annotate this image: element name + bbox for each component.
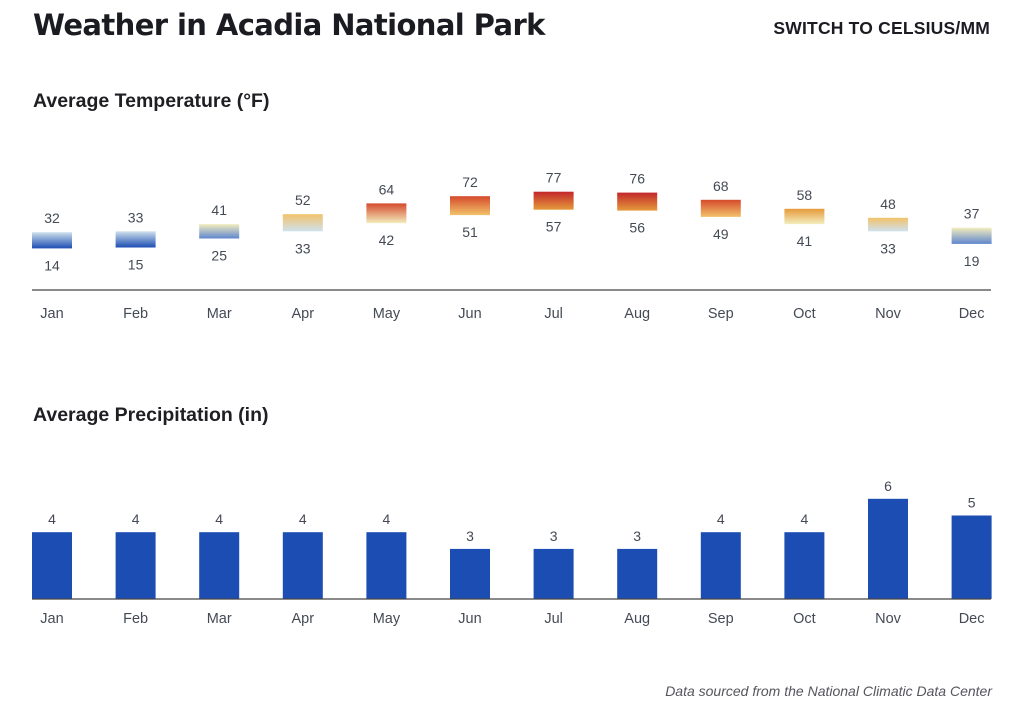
- precip-month-label: Oct: [793, 611, 816, 627]
- temp-range-bar-feb: [115, 231, 156, 248]
- precip-bar-dec: [951, 515, 992, 599]
- temp-month-label: Apr: [292, 306, 315, 322]
- temp-range-bar-dec: [951, 227, 992, 244]
- data-source-note: Data sourced from the National Climatic …: [665, 683, 992, 699]
- precip-bar-apr: [282, 532, 323, 599]
- temp-high-label: 68: [713, 178, 729, 194]
- precip-value-label: 4: [801, 511, 809, 527]
- temp-low-label: 33: [295, 240, 311, 256]
- temp-month-label: Dec: [959, 306, 985, 322]
- temp-low-label: 56: [629, 220, 645, 236]
- temp-low-label: 19: [964, 253, 980, 269]
- temp-range-bar-oct: [784, 208, 825, 225]
- precip-value-label: 3: [466, 528, 474, 544]
- precipitation-chart-title: Average Precipitation (in): [33, 404, 269, 426]
- page-title: Weather in Acadia National Park: [33, 8, 545, 42]
- precip-bar-may: [366, 532, 407, 599]
- temp-range-bar-may: [366, 203, 407, 224]
- temp-high-label: 32: [44, 210, 60, 226]
- precip-month-label: Jul: [544, 611, 563, 627]
- precip-value-label: 4: [215, 511, 223, 527]
- temp-month-label: Nov: [875, 306, 902, 322]
- precip-month-label: Nov: [875, 611, 902, 627]
- temp-low-label: 25: [211, 248, 227, 264]
- precip-value-label: 5: [968, 495, 976, 511]
- temp-high-label: 64: [379, 181, 395, 197]
- temp-low-label: 57: [546, 219, 562, 235]
- precip-bar-feb: [115, 532, 156, 599]
- temp-low-label: 49: [713, 226, 729, 242]
- precip-value-label: 4: [299, 511, 307, 527]
- temp-high-label: 52: [295, 192, 311, 208]
- temp-high-label: 41: [211, 202, 227, 218]
- precip-bar-aug: [617, 548, 658, 599]
- precip-bar-jul: [533, 548, 574, 599]
- precip-month-label: Feb: [123, 611, 148, 627]
- temp-month-label: Oct: [793, 306, 816, 322]
- precip-bar-sep: [700, 532, 741, 599]
- precip-value-label: 4: [717, 511, 725, 527]
- temp-high-label: 72: [462, 174, 478, 190]
- temp-month-label: Sep: [708, 306, 734, 322]
- precip-bar-mar: [199, 532, 240, 599]
- precip-value-label: 4: [132, 511, 140, 527]
- switch-units-button[interactable]: SWITCH TO CELSIUS/MM: [773, 18, 990, 38]
- precip-bar-jun: [450, 548, 490, 599]
- precip-value-label: 4: [383, 511, 391, 527]
- temp-high-label: 76: [629, 171, 645, 187]
- temp-month-label: Jul: [544, 306, 563, 322]
- precipitation-chart: 4 Jan 4 Feb 4 Mar 4 Apr 4 May 3 Jun 3 Jul 3 Aug 4 Sep 4 Oct…: [32, 478, 992, 627]
- temp-low-label: 15: [128, 257, 144, 273]
- precip-month-label: Dec: [959, 611, 985, 627]
- precip-bar-oct: [784, 532, 825, 599]
- precip-month-label: Jun: [458, 611, 481, 627]
- precip-value-label: 6: [884, 478, 892, 494]
- temp-low-label: 14: [44, 257, 60, 273]
- temp-month-label: Jan: [40, 306, 63, 322]
- temp-high-label: 37: [964, 206, 980, 222]
- precip-value-label: 4: [48, 511, 56, 527]
- temp-low-label: 51: [462, 224, 478, 240]
- precip-value-label: 3: [550, 528, 558, 544]
- temp-low-label: 42: [379, 232, 395, 248]
- precip-month-label: Jan: [40, 611, 63, 627]
- precip-month-label: Aug: [624, 611, 650, 627]
- temp-range-bar-sep: [700, 199, 741, 217]
- temp-range-bar-nov: [868, 217, 908, 232]
- temp-month-label: Mar: [207, 306, 232, 322]
- temp-high-label: 58: [797, 187, 813, 203]
- precip-month-label: Mar: [207, 611, 232, 627]
- temp-month-label: Jun: [458, 306, 481, 322]
- temp-high-label: 48: [880, 196, 896, 212]
- temp-range-bar-aug: [617, 192, 658, 211]
- temp-month-label: Aug: [624, 306, 650, 322]
- precip-month-label: Sep: [708, 611, 734, 627]
- temp-low-label: 33: [880, 240, 896, 256]
- temp-range-bar-apr: [282, 214, 323, 232]
- temperature-chart: 32 14 Jan 33 15 Feb 41 25 Mar 52 33 Apr 64 42 May 72 51 J…: [32, 170, 992, 322]
- temp-high-label: 33: [128, 209, 144, 225]
- temp-range-bar-jun: [450, 196, 490, 216]
- precip-bar-jan: [32, 532, 72, 599]
- temp-range-bar-jan: [32, 232, 72, 249]
- temp-high-label: 77: [546, 170, 562, 186]
- temp-low-label: 41: [797, 233, 813, 249]
- precip-month-label: May: [373, 611, 401, 627]
- precip-bar-nov: [868, 498, 908, 599]
- temp-range-bar-mar: [199, 224, 240, 239]
- precip-month-label: Apr: [292, 611, 315, 627]
- temp-month-label: Feb: [123, 306, 148, 322]
- temp-month-label: May: [373, 306, 401, 322]
- temp-range-bar-jul: [533, 191, 574, 210]
- temperature-chart-title: Average Temperature (°F): [33, 90, 270, 112]
- precip-value-label: 3: [633, 528, 641, 544]
